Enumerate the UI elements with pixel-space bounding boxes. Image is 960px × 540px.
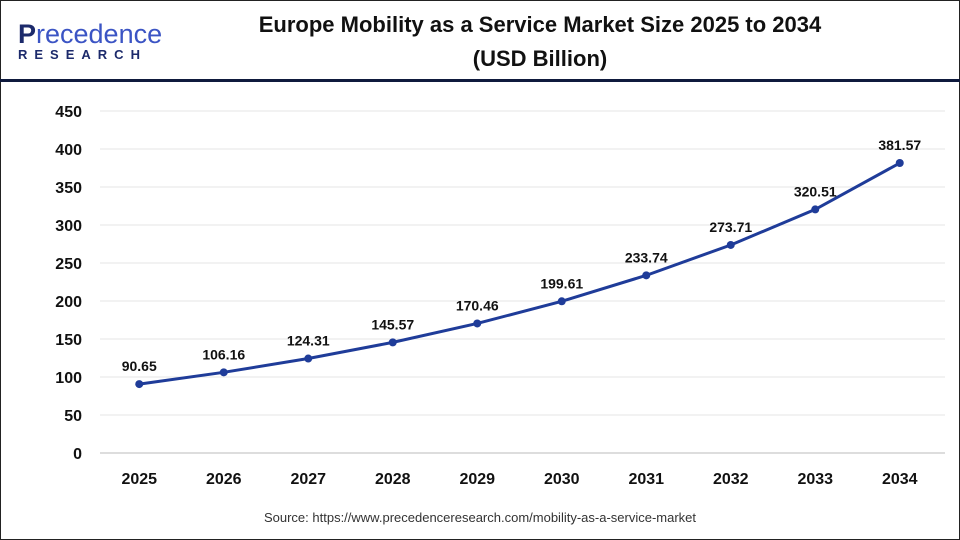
series-line [139,161,901,386]
data-label: 170.46 [456,297,499,313]
source-text: Source: https://www.precedenceresearch.c… [263,510,697,525]
data-label: 145.57 [371,316,414,332]
logo-letter: P [18,19,37,49]
data-point [726,240,735,249]
data-point [473,319,482,328]
data-label: 199.61 [540,275,583,291]
y-tick-label: 150 [55,332,82,349]
data-label: 90.65 [122,358,157,374]
data-label: 233.74 [625,249,668,265]
x-tick-label: 2029 [459,471,495,488]
x-tick-label: 2030 [544,471,580,488]
data-label: 106.16 [202,346,245,362]
y-tick-label: 450 [55,104,82,121]
data-point [304,354,313,363]
data-label: 273.71 [709,219,752,235]
y-tick-label: 400 [55,142,82,159]
x-tick-label: 2033 [797,471,833,488]
chart-title-line2: (USD Billion) [472,46,608,71]
data-point [642,271,651,280]
y-tick-label: 100 [55,370,82,387]
data-label: 381.57 [878,137,921,153]
chart-title: Europe Mobility as a Service Market Size… [220,8,860,76]
chart-title-line1: Europe Mobility as a Service Market Size… [258,12,822,37]
logo-word: recedence [36,19,163,49]
x-tick-label: 2026 [206,471,242,488]
y-tick-label: 300 [55,218,82,235]
data-point [388,338,397,347]
x-tick-label: 2025 [121,471,157,488]
y-tick-label: 0 [73,446,82,463]
x-tick-label: 2032 [713,471,749,488]
data-point [135,380,144,389]
x-tick-label: 2027 [290,471,326,488]
data-label: 124.31 [287,333,330,349]
logo-subtitle: RESEARCH [18,47,147,62]
x-tick-label: 2028 [375,471,411,488]
precedence-research-logo: Precedence RESEARCH [18,20,168,65]
header-divider [0,79,960,82]
y-tick-label: 200 [55,294,82,311]
data-label: 320.51 [794,183,837,199]
y-tick-label: 250 [55,256,82,273]
data-point [811,205,820,214]
y-tick-label: 350 [55,180,82,197]
data-point [895,159,904,168]
data-point [557,297,566,306]
x-tick-label: 2034 [882,471,918,488]
x-tick-label: 2031 [628,471,664,488]
y-tick-label: 50 [64,408,82,425]
data-point [219,368,228,377]
